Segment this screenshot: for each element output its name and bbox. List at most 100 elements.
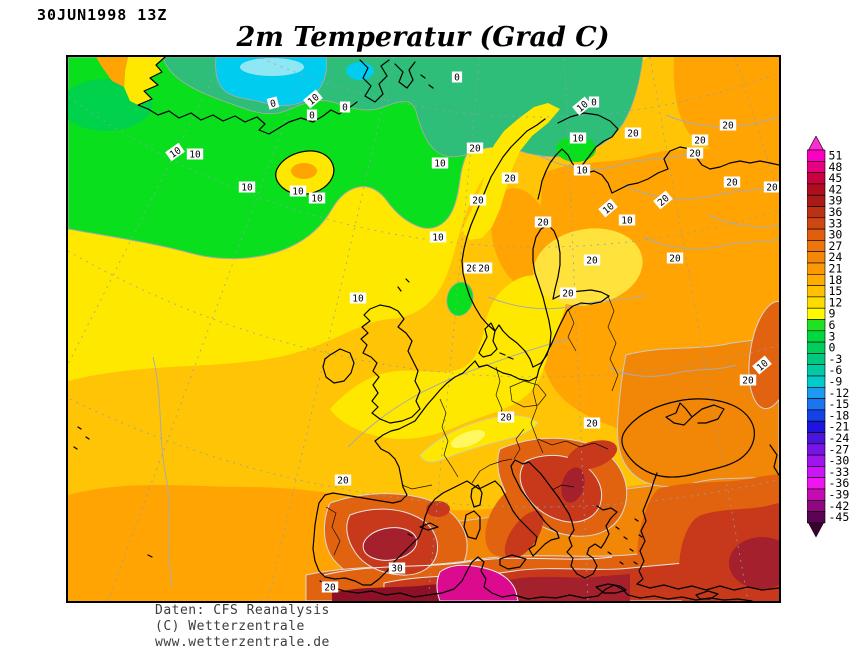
colorbar-tick-label: -18 bbox=[829, 408, 850, 422]
colorbar-tick-label: 48 bbox=[829, 160, 843, 174]
colorbar-segment bbox=[806, 443, 826, 456]
graticule bbox=[68, 57, 779, 601]
colorbar-tick-label: -6 bbox=[829, 363, 843, 377]
data-source-line: Daten: CFS Reanalysis bbox=[155, 603, 330, 618]
svg-text:0: 0 bbox=[269, 98, 278, 110]
colorbar-segment bbox=[806, 409, 826, 422]
contour-label: 20 bbox=[719, 119, 737, 132]
colorbar-tick-label: 39 bbox=[829, 194, 843, 208]
colorbar-tick-label: 6 bbox=[829, 318, 836, 332]
contour-label: 20 bbox=[497, 411, 515, 424]
colorbar-segment bbox=[806, 341, 826, 354]
contour-label: 20 bbox=[469, 194, 487, 207]
svg-text:20: 20 bbox=[466, 264, 478, 275]
colorbar-segment bbox=[806, 274, 826, 286]
colorbar-segment bbox=[806, 251, 826, 264]
colorbar-segment bbox=[806, 217, 826, 230]
svg-text:20: 20 bbox=[694, 136, 706, 147]
colorbar-segment bbox=[806, 183, 826, 196]
svg-text:20: 20 bbox=[726, 178, 738, 189]
colorbar-tick-label: 24 bbox=[829, 250, 843, 264]
contour-label: 10 bbox=[431, 157, 449, 170]
contour-label: 10 bbox=[308, 192, 326, 205]
colorbar-tick-label: 27 bbox=[829, 239, 843, 253]
colorbar-tick-label: 51 bbox=[829, 149, 843, 163]
colorbar-tick-label: -21 bbox=[829, 420, 850, 434]
contour-label: 20 bbox=[534, 216, 552, 229]
colorbar-segment bbox=[806, 206, 826, 219]
svg-text:30: 30 bbox=[391, 564, 403, 575]
run-timestamp: 30JUN1998 13Z bbox=[37, 6, 168, 24]
copyright-line: (C) Wetterzentrale bbox=[155, 619, 305, 634]
svg-text:20: 20 bbox=[586, 256, 598, 267]
colorbar-segment bbox=[806, 240, 826, 253]
svg-text:20: 20 bbox=[766, 183, 778, 194]
svg-text:20: 20 bbox=[537, 218, 549, 229]
svg-text:10: 10 bbox=[432, 233, 444, 244]
contour-label: 0 bbox=[306, 109, 318, 122]
svg-text:20: 20 bbox=[324, 583, 336, 594]
temperature-field bbox=[68, 57, 779, 601]
svg-text:0: 0 bbox=[342, 103, 348, 114]
svg-text:20: 20 bbox=[562, 289, 574, 300]
contour-label: 20 bbox=[624, 127, 642, 140]
contour-label: 20 bbox=[466, 142, 484, 155]
svg-text:20: 20 bbox=[742, 376, 754, 387]
svg-text:10: 10 bbox=[352, 294, 364, 305]
svg-text:20: 20 bbox=[504, 174, 516, 185]
colorbar-segment bbox=[806, 149, 826, 162]
contour-label: 20 bbox=[666, 252, 684, 265]
svg-text:20: 20 bbox=[722, 121, 734, 132]
colorbar-tick-label: 45 bbox=[829, 171, 843, 185]
colorbar-segment bbox=[806, 488, 826, 501]
colorbar-tick-label: 42 bbox=[829, 182, 843, 196]
colorbar-tick-label: -36 bbox=[829, 476, 850, 490]
contour-label: 10 bbox=[238, 181, 256, 194]
colorbar-arrow-top bbox=[807, 135, 825, 151]
colorbar-segment bbox=[806, 375, 826, 388]
colorbar-tick-label: 15 bbox=[829, 284, 843, 298]
svg-text:10: 10 bbox=[621, 216, 633, 227]
colorbar-segment bbox=[806, 511, 826, 524]
svg-text:20: 20 bbox=[669, 254, 681, 265]
svg-text:20: 20 bbox=[472, 196, 484, 207]
contour-label: 20 bbox=[691, 134, 709, 147]
colorbar-segment bbox=[806, 262, 826, 275]
contour-label: 30 bbox=[388, 562, 406, 575]
colorbar-segment bbox=[806, 194, 826, 207]
svg-text:20: 20 bbox=[478, 264, 490, 275]
colorbar-segment bbox=[806, 285, 826, 298]
colorbar-segment bbox=[806, 172, 826, 185]
colorbar-tick-label: 0 bbox=[829, 341, 836, 355]
colorbar-tick-label: 18 bbox=[829, 273, 843, 287]
colorbar-segment bbox=[806, 466, 826, 478]
colorbar-segment bbox=[806, 160, 826, 173]
colorbar-tick-label: -15 bbox=[829, 397, 850, 411]
svg-text:0: 0 bbox=[591, 98, 597, 109]
contour-label: 20 bbox=[334, 474, 352, 487]
attribution-footer: Daten: CFS Reanalysis (C) Wetterzentrale… bbox=[155, 603, 330, 651]
contour-label: 20 bbox=[686, 147, 704, 160]
colorbar-tick-label: -24 bbox=[829, 431, 850, 445]
colorbar-tick-label: -39 bbox=[829, 488, 850, 502]
svg-text:10: 10 bbox=[572, 134, 584, 145]
contour-label: 20 bbox=[763, 181, 779, 194]
colorbar-tick-label: 9 bbox=[829, 307, 836, 321]
colorbar-tick-label: 21 bbox=[829, 262, 843, 276]
colorbar-tick-label: -3 bbox=[829, 352, 843, 366]
contour-label: 10 bbox=[618, 214, 636, 227]
svg-text:20: 20 bbox=[689, 149, 701, 160]
contour-label: 0 bbox=[451, 71, 463, 84]
colorbar-segment bbox=[806, 228, 826, 241]
contour-label: 20 bbox=[583, 417, 601, 430]
colorbar-segment bbox=[806, 364, 826, 377]
svg-text:10: 10 bbox=[434, 159, 446, 170]
colorbar-tick-label: -42 bbox=[829, 499, 850, 513]
contour-label: 10 bbox=[573, 164, 591, 177]
country-borders bbox=[325, 295, 619, 556]
svg-text:0: 0 bbox=[309, 111, 315, 122]
svg-text:20: 20 bbox=[586, 419, 598, 430]
colorbar-segment bbox=[806, 454, 826, 467]
contour-label: 10 bbox=[289, 185, 307, 198]
